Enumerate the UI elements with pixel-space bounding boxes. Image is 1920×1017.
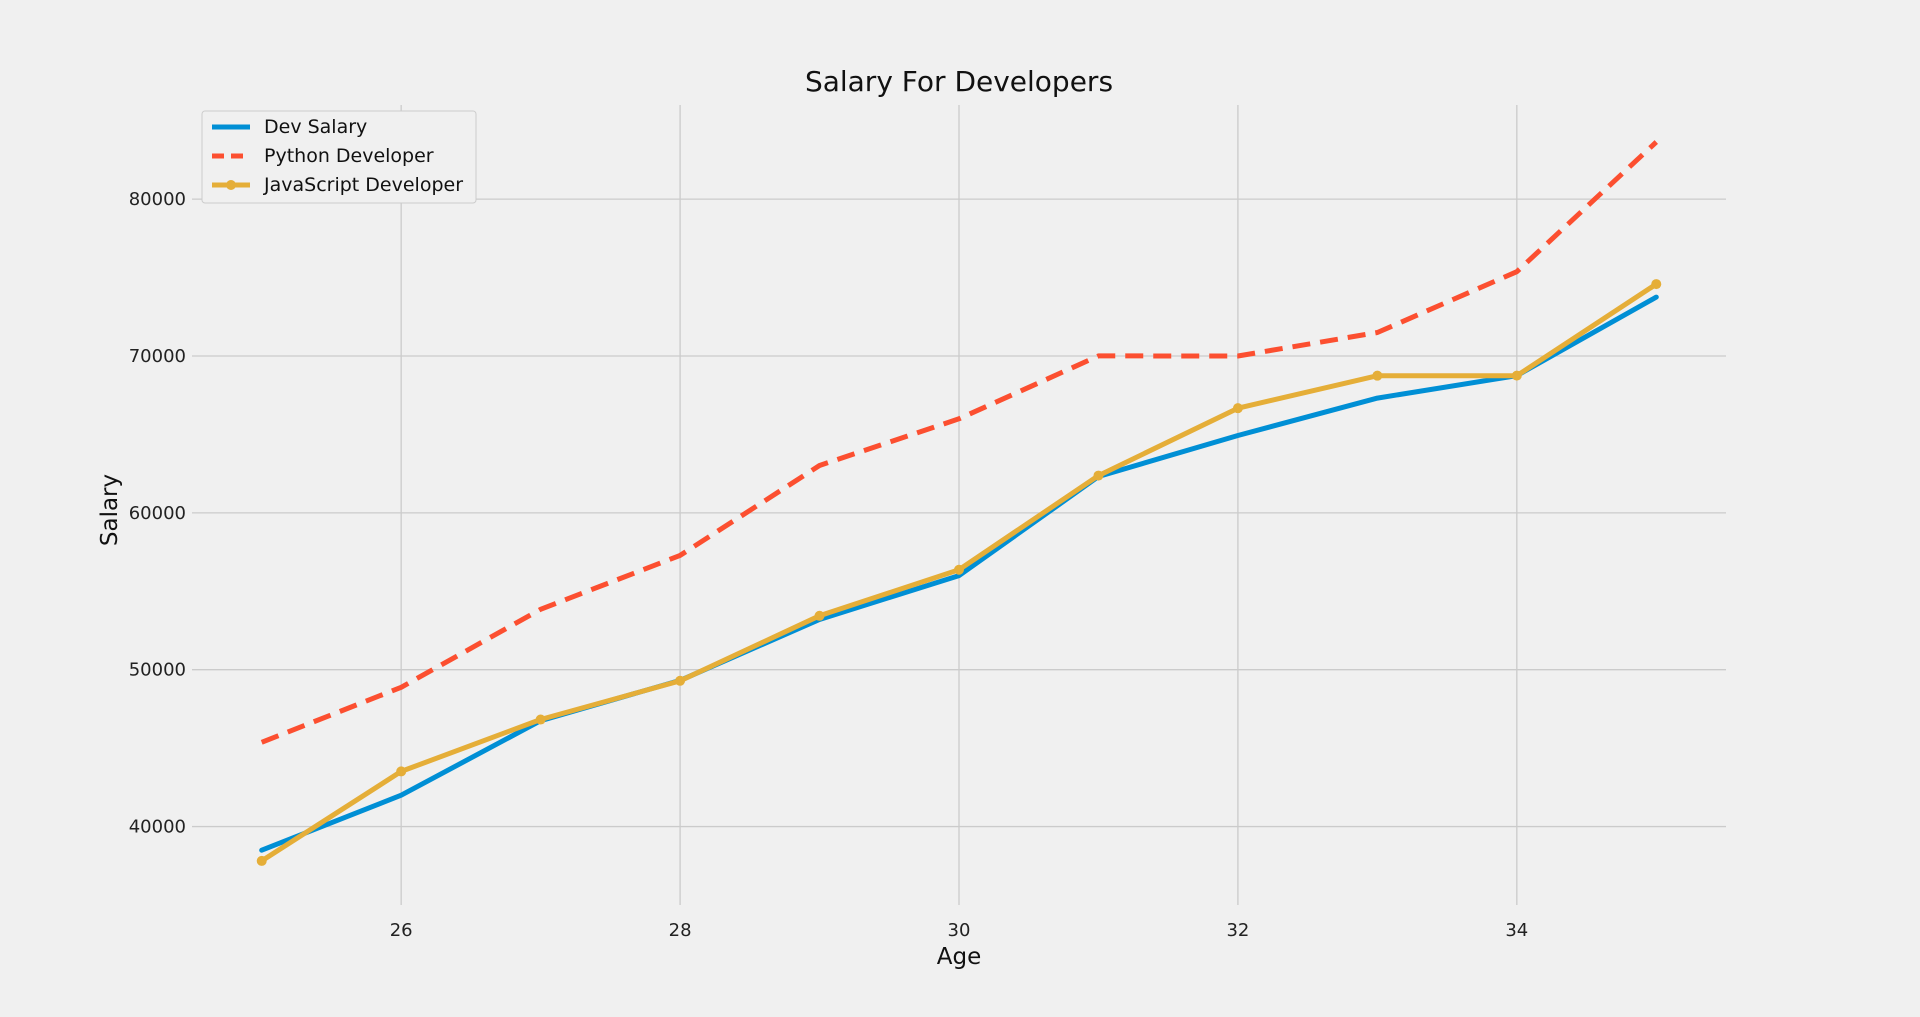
legend-item-python-developer: Python Developer <box>212 145 434 167</box>
series-dev-salary <box>259 294 1659 853</box>
data-point-javascript-developer <box>675 675 686 686</box>
tick-labels: 26 28 30 32 34 40000 50000 60000 70000 80000 <box>129 189 1529 941</box>
x-tick-label: 28 <box>669 920 692 941</box>
chart-title: Salary For Developers <box>805 65 1113 98</box>
x-tick-label: 30 <box>948 920 971 941</box>
series-lines <box>256 140 1662 866</box>
data-point-javascript-developer <box>814 610 825 621</box>
y-tick-label: 80000 <box>129 189 186 210</box>
data-point-javascript-developer <box>1511 370 1522 381</box>
y-tick-label: 70000 <box>129 346 186 367</box>
data-point-javascript-developer <box>954 564 964 575</box>
data-point-javascript-developer <box>1093 470 1104 481</box>
y-tick-label: 40000 <box>129 817 186 838</box>
data-point-javascript-developer <box>1651 279 1662 290</box>
y-axis-title: Salary <box>97 474 123 546</box>
data-point-javascript-developer <box>396 766 407 777</box>
series-python-developer <box>260 140 1659 745</box>
y-tick-label: 50000 <box>129 660 186 681</box>
legend-label-python-developer: Python Developer <box>264 145 434 167</box>
y-tick-label: 60000 <box>129 503 186 524</box>
series-javascript-developer <box>256 279 1662 866</box>
x-tick-label: 26 <box>390 920 413 941</box>
data-point-javascript-developer <box>1372 370 1383 381</box>
series-line-python-developer <box>260 140 1659 745</box>
legend-marker-javascript-developer <box>226 180 236 190</box>
legend: Dev Salary Python Developer JavaScript D… <box>201 110 477 204</box>
legend-label-dev-salary: Dev Salary <box>264 116 367 138</box>
x-axis-title: Age <box>937 944 981 970</box>
legend-box <box>201 110 477 204</box>
legend-item-javascript-developer: JavaScript Developer <box>212 174 463 196</box>
legend-item-dev-salary: Dev Salary <box>212 116 367 138</box>
legend-label-javascript-developer: JavaScript Developer <box>263 174 463 196</box>
x-tick-label: 32 <box>1226 920 1249 941</box>
data-point-javascript-developer <box>256 855 267 866</box>
series-line-dev-salary <box>259 294 1659 853</box>
gridlines <box>192 105 1726 905</box>
x-tick-label: 34 <box>1505 920 1528 941</box>
data-point-javascript-developer <box>535 714 546 725</box>
data-point-javascript-developer <box>1232 403 1243 414</box>
